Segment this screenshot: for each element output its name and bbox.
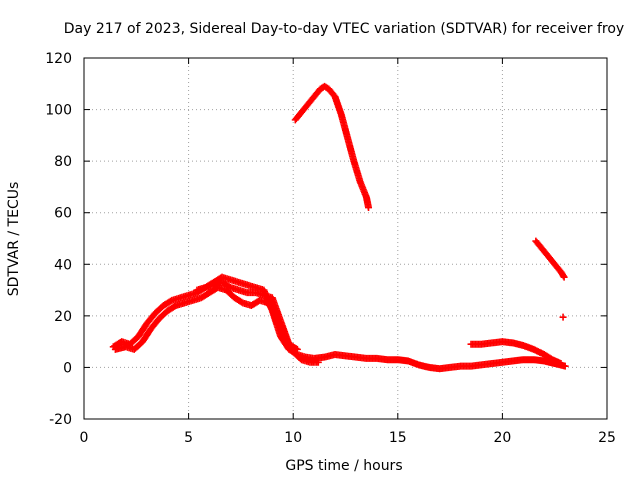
- grid-lines: [84, 58, 607, 419]
- plot-frame: [83, 57, 608, 420]
- y-tick-labels: -20 0 20 40 60 80 100 120: [45, 51, 72, 428]
- x-tick-label: 5: [184, 430, 193, 446]
- data-point: [559, 313, 567, 321]
- series-track-d: [291, 82, 373, 212]
- y-tick-label: 60: [54, 206, 72, 222]
- y-tick-label: 80: [54, 154, 72, 170]
- series-track-f: [467, 338, 565, 368]
- y-tick-label: 40: [54, 257, 72, 273]
- x-tick-label: 15: [389, 430, 407, 446]
- data-point: [561, 362, 569, 370]
- y-tick-label: 20: [54, 309, 72, 325]
- data-point: [292, 345, 300, 353]
- x-tick-label: 0: [80, 430, 89, 446]
- x-tick-label: 10: [284, 430, 302, 446]
- x-tick-label: 25: [598, 430, 616, 446]
- y-tick-label: 100: [45, 103, 72, 119]
- x-tick-labels: 0 5 10 15 20 25: [80, 430, 616, 446]
- y-tick-label: 0: [63, 360, 72, 376]
- axis-ticks: [83, 57, 608, 420]
- series-track-g: [532, 237, 568, 281]
- x-axis-label: GPS time / hours: [285, 458, 402, 474]
- x-tick-label: 20: [493, 430, 511, 446]
- data-marks: [109, 82, 569, 373]
- y-tick-label: 120: [45, 51, 72, 67]
- data-point: [314, 358, 322, 366]
- series-track-c: [193, 278, 301, 353]
- data-point: [365, 204, 373, 212]
- data-point: [560, 273, 568, 281]
- chart-title: Day 217 of 2023, Sidereal Day-to-day VTE…: [64, 21, 624, 37]
- y-axis-label: SDTVAR / TECUs: [6, 182, 22, 297]
- data-point: [557, 360, 565, 368]
- data-point: [293, 345, 301, 353]
- series-track-e: [404, 356, 569, 373]
- y-tick-label: -20: [49, 412, 72, 428]
- series-outlier: [559, 313, 567, 321]
